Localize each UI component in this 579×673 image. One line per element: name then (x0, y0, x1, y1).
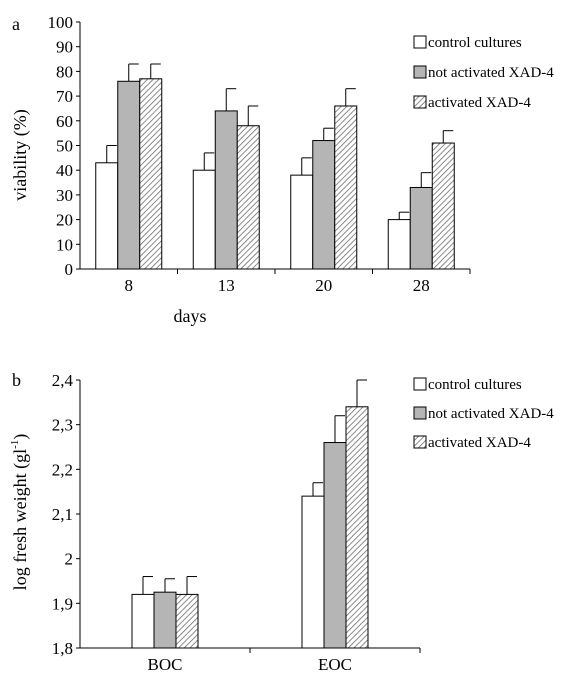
panel-a-ytick-label: 80 (56, 62, 73, 81)
panel-b-label: b (12, 370, 21, 390)
panel-a-legend-label: control cultures (428, 35, 522, 51)
panel-a-legend-label: activated XAD-4 (428, 95, 531, 111)
panel-b-ytick-label: 2 (65, 550, 74, 569)
panel-a-legend-swatch (413, 65, 427, 79)
panel-a-ytick-label: 0 (65, 260, 74, 279)
panel-b-ylabel: log fresh weight (gl-1) (9, 434, 31, 591)
panel-a-bar (214, 110, 238, 270)
panel-b-ytick-label: 2,4 (52, 371, 74, 390)
panel-a-ytick-label: 100 (48, 13, 74, 32)
panel-b-bar (345, 406, 369, 649)
panel-b-ytick-label: 2,2 (52, 460, 73, 479)
panel-a-bar (290, 174, 314, 270)
panel-a-bar (117, 80, 141, 270)
panel-b-bar (175, 593, 199, 649)
panel-b-ylabel-main: log fresh weight (gl (10, 449, 31, 590)
panel-a-ylabel: viability (%) (10, 109, 31, 200)
panel-a-ytick-label: 50 (56, 137, 73, 156)
panel-a-legend-label: not activated XAD-4 (428, 65, 554, 81)
panel-a-ytick-label: 90 (56, 38, 73, 57)
panel-b-ytick-label: 2,3 (52, 416, 73, 435)
panel-b-legend-label: not activated XAD-4 (428, 406, 554, 422)
panel-b-ytick-label: 1,9 (52, 594, 73, 613)
panel-a-label: a (12, 14, 20, 34)
panel-a-ytick-label: 60 (56, 112, 73, 131)
panel-b-bar (131, 593, 155, 649)
panel-a-category-label: 13 (218, 276, 235, 295)
panel-a-ytick-label: 40 (56, 161, 73, 180)
panel-a-ytick-label: 30 (56, 186, 73, 205)
panel-a-bar (409, 186, 433, 270)
panel-a-chart: 0 10 20 30 40 50 60 70 80 90 100 8 13 20 28 control cul… (48, 13, 555, 295)
panel-a-bar (192, 169, 216, 270)
panel-b-bar (153, 591, 177, 649)
panel-b-legend-swatch (413, 377, 427, 391)
panel-a-bar (312, 140, 336, 270)
panel-b-legend-swatch (413, 435, 427, 449)
panel-b-ylabel-sup: -1 (9, 440, 21, 449)
panel-b-bar (301, 495, 325, 649)
panel-b-legend-label: activated XAD-4 (428, 435, 531, 451)
panel-a-xlabel: days (174, 306, 207, 326)
panel-a-bar (334, 105, 358, 270)
panel-b-legend-swatch (413, 406, 427, 420)
panel-b-category-label: BOC (148, 655, 183, 673)
panel-b-legend-label: control cultures (428, 377, 522, 393)
panel-a-bar (95, 162, 119, 270)
panel-a-bar (236, 125, 260, 270)
panel-a-ytick-label: 20 (56, 211, 73, 230)
panel-a-ytick-label: 70 (56, 87, 73, 106)
panel-a-bar (431, 142, 455, 270)
panel-b-bar (323, 442, 347, 649)
panel-a-ytick-label: 10 (56, 235, 73, 254)
panel-b-ylabel-close: ) (10, 434, 31, 440)
panel-a-legend-swatch (413, 95, 427, 109)
panel-a-legend-swatch (413, 35, 427, 49)
panel-a-category-label: 20 (315, 276, 332, 295)
panel-a-category-label: 8 (125, 276, 134, 295)
panel-b-category-label: EOC (318, 655, 352, 673)
panel-b-ytick-label: 1,8 (52, 639, 73, 658)
panel-a-category-label: 28 (413, 276, 430, 295)
panel-b-ytick-label: 2,1 (52, 505, 73, 524)
panel-a-bar (387, 219, 411, 270)
panel-a-bar (139, 78, 163, 270)
panel-b-chart: 1,8 1,9 2 2,1 2,2 2,3 2,4 BOC EOC control culture… (52, 371, 555, 673)
